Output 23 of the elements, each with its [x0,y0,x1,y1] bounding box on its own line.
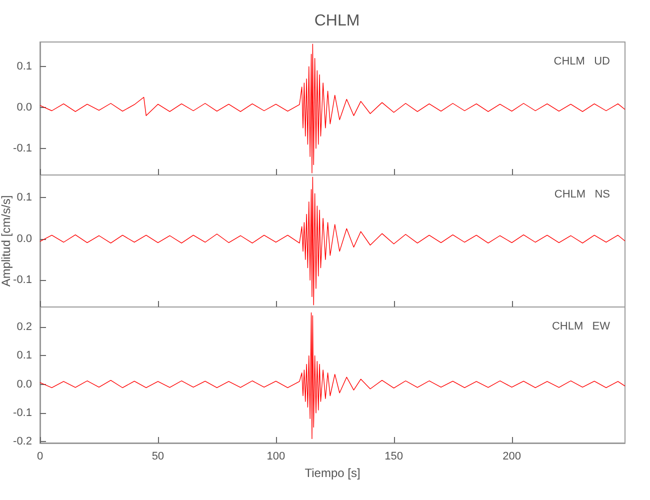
y-tick-label: 0.0 [16,101,32,114]
y-tick-label: 0.1 [16,350,32,362]
y-axis-title: Amplitud [cm/s/s] [0,195,13,287]
y-tick-label: 0.2 [16,321,32,334]
x-tick-label: 0 [36,450,44,462]
y-tick-label: -0.1 [13,142,32,154]
x-tick-label: 200 [502,450,521,462]
x-tick-label: 150 [384,450,404,462]
y-tick-label: 0.1 [16,192,32,204]
y-tick-label: -0.2 [13,436,32,448]
y-tick-label: 0.0 [16,232,32,245]
x-axis-title: Tiempo [s] [304,466,360,480]
annotation: CHLM EW [552,320,611,332]
x-tick-label: 50 [152,450,164,462]
annotation: CHLM UD [554,56,610,68]
y-tick-label: 0.0 [16,378,32,390]
y-tick-label: 0.1 [16,60,32,73]
y-tick-label: -0.1 [13,406,32,419]
x-tick-label: 100 [266,450,286,462]
line-series [40,312,626,440]
chart-title: CHLM [314,12,360,30]
y-tick-label: -0.1 [13,274,32,286]
annotation: CHLM NS [554,188,610,200]
